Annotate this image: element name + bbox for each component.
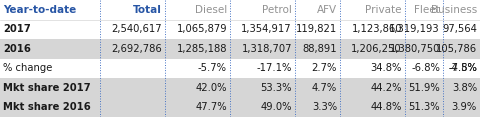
- Text: 51.9%: 51.9%: [408, 83, 440, 93]
- Text: 44.2%: 44.2%: [371, 83, 402, 93]
- Text: -6.8%: -6.8%: [411, 63, 440, 73]
- Text: -4.5%: -4.5%: [448, 63, 477, 73]
- Text: Private: Private: [365, 5, 402, 15]
- Text: 3.3%: 3.3%: [312, 102, 337, 112]
- Text: 1,354,917: 1,354,917: [241, 24, 292, 34]
- Text: 42.0%: 42.0%: [195, 83, 227, 93]
- Text: 49.0%: 49.0%: [261, 102, 292, 112]
- Text: 1,123,860: 1,123,860: [351, 24, 402, 34]
- Text: % change: % change: [3, 63, 52, 73]
- Text: 44.8%: 44.8%: [371, 102, 402, 112]
- Text: 88,891: 88,891: [302, 44, 337, 54]
- Text: 105,786: 105,786: [436, 44, 477, 54]
- Text: 1,285,188: 1,285,188: [177, 44, 227, 54]
- Text: 53.3%: 53.3%: [261, 83, 292, 93]
- Bar: [0, 97, 480, 117]
- Text: Diesel: Diesel: [195, 5, 227, 15]
- Bar: [0, 39, 480, 58]
- Text: 34.8%: 34.8%: [371, 63, 402, 73]
- Text: -5.7%: -5.7%: [198, 63, 227, 73]
- Text: Year-to-date: Year-to-date: [3, 5, 76, 15]
- Bar: [0, 20, 480, 39]
- Text: 1,206,250: 1,206,250: [351, 44, 402, 54]
- Text: 97,564: 97,564: [442, 24, 477, 34]
- Text: 3.9%: 3.9%: [452, 102, 477, 112]
- Text: 4.7%: 4.7%: [312, 83, 337, 93]
- Text: 119,821: 119,821: [296, 24, 337, 34]
- Text: -7.8%: -7.8%: [448, 63, 477, 73]
- Bar: [0, 58, 480, 78]
- Bar: [0, 0, 480, 20]
- Text: -17.1%: -17.1%: [257, 63, 292, 73]
- Text: Mkt share 2016: Mkt share 2016: [3, 102, 91, 112]
- Text: 1,319,193: 1,319,193: [389, 24, 440, 34]
- Text: 2.7%: 2.7%: [312, 63, 337, 73]
- Text: 2017: 2017: [3, 24, 31, 34]
- Text: 2,692,786: 2,692,786: [111, 44, 162, 54]
- Text: Business: Business: [431, 5, 477, 15]
- Text: 1,065,879: 1,065,879: [176, 24, 227, 34]
- Text: 1,318,707: 1,318,707: [241, 44, 292, 54]
- Text: Fleet: Fleet: [414, 5, 440, 15]
- Text: 2016: 2016: [3, 44, 31, 54]
- Text: 2,540,617: 2,540,617: [111, 24, 162, 34]
- Text: 1,380,750: 1,380,750: [390, 44, 440, 54]
- Text: 51.3%: 51.3%: [408, 102, 440, 112]
- Text: Petrol: Petrol: [262, 5, 292, 15]
- Text: 3.8%: 3.8%: [452, 83, 477, 93]
- Text: AFV: AFV: [317, 5, 337, 15]
- Text: 47.7%: 47.7%: [195, 102, 227, 112]
- Text: Mkt share 2017: Mkt share 2017: [3, 83, 91, 93]
- Bar: [0, 78, 480, 97]
- Text: Total: Total: [133, 5, 162, 15]
